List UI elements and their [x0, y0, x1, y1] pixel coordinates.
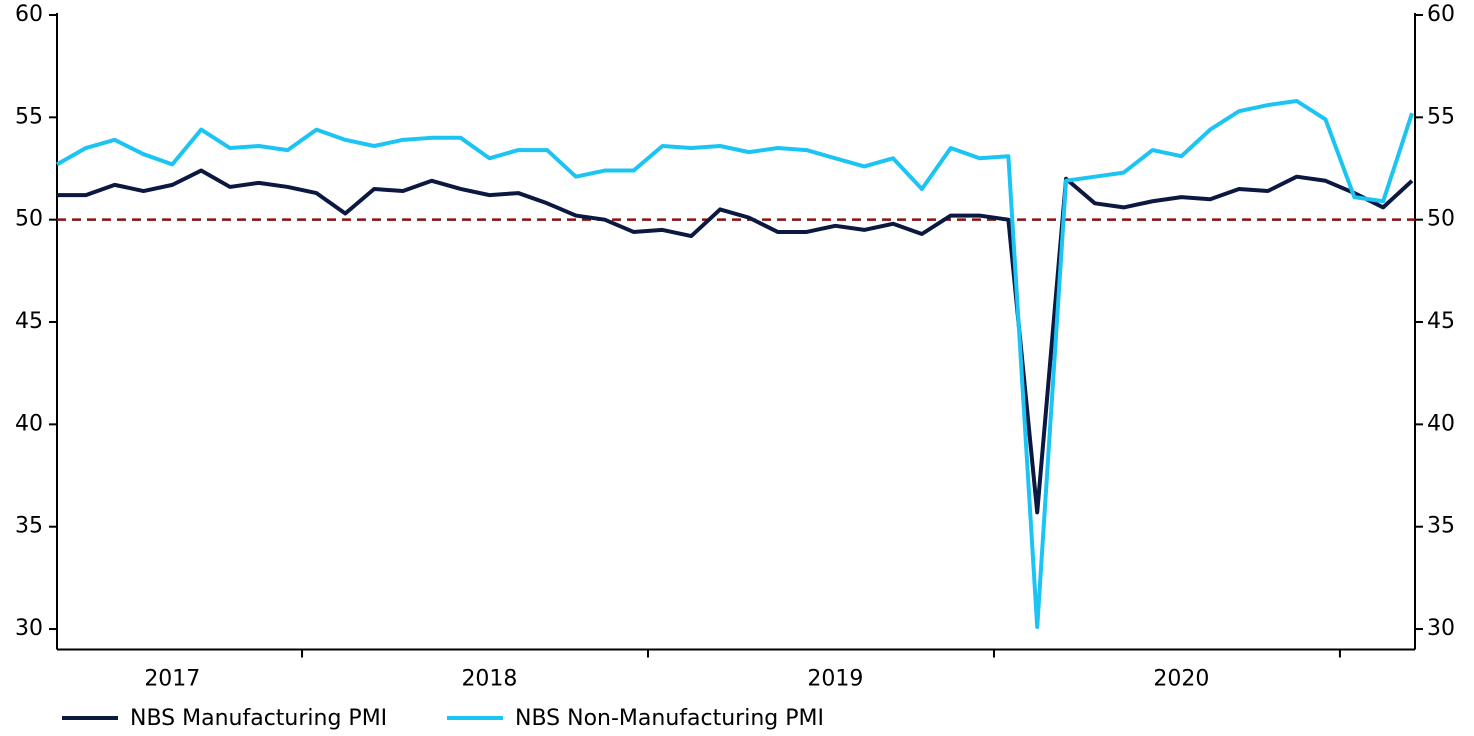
y2-tick-label: 30 — [1427, 616, 1455, 641]
series-line — [57, 168, 1414, 515]
legend-label: NBS Non-Manufacturing PMI — [515, 706, 824, 731]
y-tick-label: 45 — [15, 309, 43, 334]
x-tick-label: 2019 — [807, 667, 863, 692]
y2-tick-label: 55 — [1427, 104, 1455, 129]
y-tick-label: 30 — [15, 616, 43, 641]
x-tick-label: 2017 — [144, 667, 200, 692]
y2-tick-label: 35 — [1427, 514, 1455, 539]
y-tick-label: 35 — [15, 514, 43, 539]
y2-tick-label: 45 — [1427, 309, 1455, 334]
x-tick-label: 2018 — [461, 667, 517, 692]
y2-tick-label: 50 — [1427, 207, 1455, 232]
y-tick-label: 40 — [15, 411, 43, 436]
series-line — [56, 98, 1414, 629]
y-tick-label: 55 — [15, 104, 43, 129]
y-tick-label: 60 — [15, 2, 43, 27]
x-tick-label: 2020 — [1153, 667, 1209, 692]
y2-tick-label: 60 — [1427, 2, 1455, 27]
legend-label: NBS Manufacturing PMI — [130, 706, 387, 731]
y-tick-label: 50 — [15, 207, 43, 232]
y2-tick-label: 40 — [1427, 411, 1455, 436]
